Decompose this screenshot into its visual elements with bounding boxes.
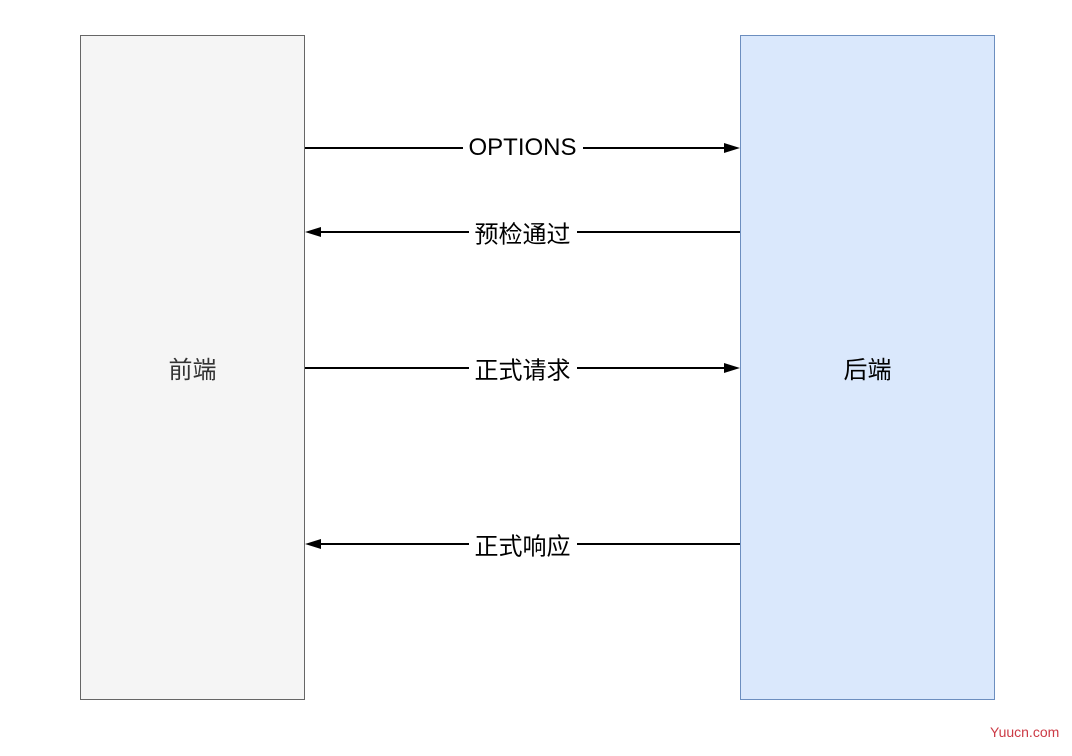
- arrow-label-preflight-pass: 预检通过: [469, 215, 577, 250]
- backend-node: 后端: [740, 35, 995, 700]
- frontend-label: 前端: [169, 350, 217, 385]
- watermark: Yuucn.com: [990, 724, 1059, 740]
- frontend-node: 前端: [80, 35, 305, 700]
- arrow-label-formal-request: 正式请求: [469, 351, 577, 386]
- arrow-label-options: OPTIONS: [462, 134, 582, 162]
- arrow-label-formal-response: 正式响应: [469, 527, 577, 562]
- backend-label: 后端: [844, 350, 892, 385]
